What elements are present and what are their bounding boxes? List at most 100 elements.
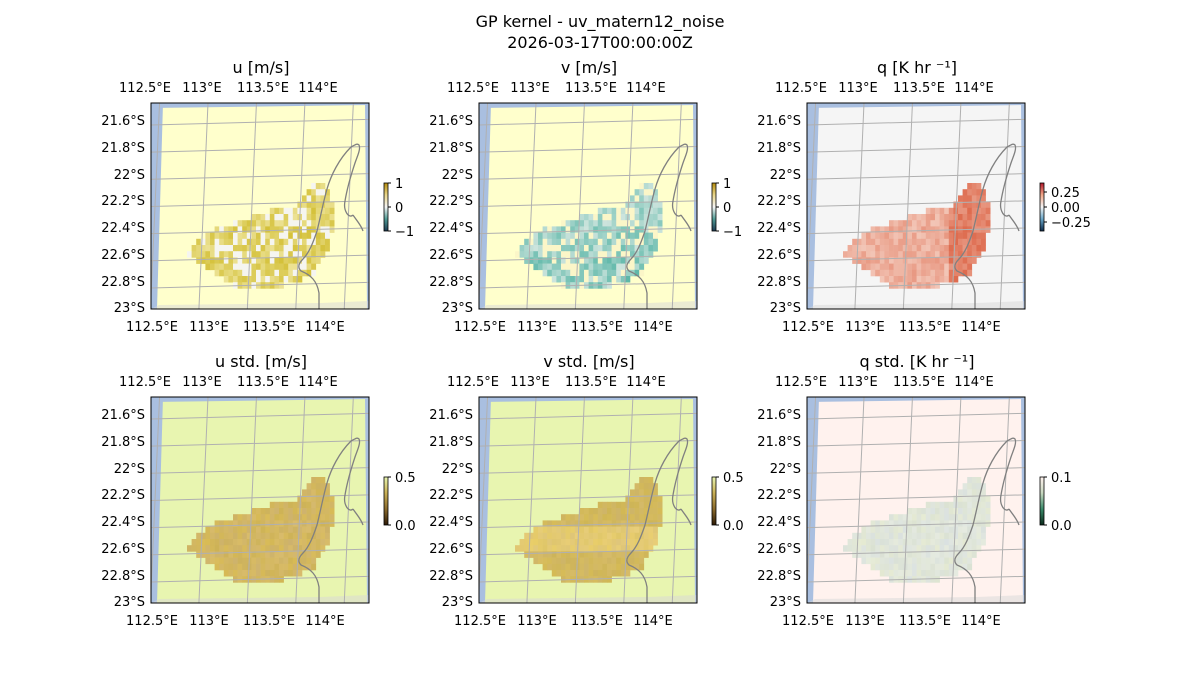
heatmap-cell xyxy=(889,526,894,534)
x-tick-label-top: 113°E xyxy=(510,81,550,96)
heatmap-cell xyxy=(556,532,562,540)
heatmap-cell xyxy=(976,477,982,484)
heatmap-cell xyxy=(856,545,862,552)
heatmap-cell xyxy=(907,251,913,258)
heatmap-cell xyxy=(630,263,635,271)
heatmap-cell xyxy=(260,526,266,534)
heatmap-cell xyxy=(976,532,982,540)
heatmap-cell xyxy=(856,251,862,258)
heatmap-cell xyxy=(228,245,234,252)
heatmap-cell xyxy=(953,526,959,534)
heatmap-cell xyxy=(921,539,927,546)
heatmap-cell xyxy=(542,545,548,552)
heatmap-cell xyxy=(597,232,603,240)
heatmap-cell xyxy=(223,545,229,552)
heatmap-cell xyxy=(935,232,940,240)
heatmap-cell xyxy=(953,539,959,546)
parallel xyxy=(807,281,1025,289)
heatmap-cell xyxy=(584,214,589,221)
x-tick-label-top: 113.5°E xyxy=(237,81,289,96)
heatmap-cell xyxy=(565,526,571,534)
heatmap-cell xyxy=(196,539,202,546)
y-tick-label: 22.2°S xyxy=(757,194,801,209)
heatmap-cell xyxy=(242,245,248,252)
heatmap-cell xyxy=(925,276,931,283)
heatmap-cell xyxy=(925,570,931,577)
heatmap-cell xyxy=(210,245,215,252)
heatmap-cell xyxy=(634,263,640,271)
parallel xyxy=(479,439,697,447)
heatmap-cell xyxy=(228,532,234,540)
heatmap-cell xyxy=(593,238,599,246)
heatmap-cell xyxy=(643,232,649,240)
heatmap-cell xyxy=(898,514,904,521)
heatmap-cell xyxy=(584,557,589,565)
heatmap-cell xyxy=(948,563,954,571)
heatmap-cell xyxy=(251,269,257,277)
heatmap-cell xyxy=(639,557,645,565)
heatmap-cell xyxy=(607,226,612,233)
heatmap-cell xyxy=(542,532,548,540)
heatmap-cell xyxy=(861,251,867,258)
heatmap-cell xyxy=(237,269,243,277)
heatmap-cell xyxy=(274,207,280,215)
heatmap-cell xyxy=(616,269,622,277)
heatmap-cell xyxy=(875,545,881,552)
y-tick-label: 22.8°S xyxy=(101,275,145,290)
colorbar-tick-label: 0.1 xyxy=(1051,471,1072,486)
heatmap-cell xyxy=(879,526,885,534)
heatmap-cell xyxy=(948,545,954,552)
heatmap-cell xyxy=(912,570,917,577)
heatmap-cell xyxy=(884,551,890,558)
heatmap-cell xyxy=(292,545,298,552)
heatmap-cell xyxy=(279,214,284,221)
heatmap-cell xyxy=(958,545,963,552)
heatmap-cell xyxy=(570,276,576,283)
heatmap-cell xyxy=(625,263,631,271)
parallel xyxy=(479,281,697,289)
heatmap-cell xyxy=(524,238,530,246)
heatmap-cell xyxy=(921,269,927,277)
heatmap-cell xyxy=(953,276,959,283)
heatmap-cell xyxy=(962,214,968,221)
heatmap-cell xyxy=(935,207,940,215)
heatmap-cell xyxy=(547,245,553,252)
heatmap-cell xyxy=(653,238,658,246)
heatmap-cell xyxy=(611,276,617,283)
heatmap-cell xyxy=(916,251,922,258)
heatmap-cell xyxy=(574,520,580,527)
heatmap-cell xyxy=(269,232,275,240)
heatmap-cell xyxy=(292,269,298,277)
heatmap-cell xyxy=(639,532,645,540)
heatmap-cell xyxy=(556,263,562,271)
heatmap-cell xyxy=(274,501,280,509)
heatmap-cell xyxy=(205,257,211,264)
heatmap-cell xyxy=(898,238,904,246)
heatmap-cell xyxy=(602,501,608,509)
heatmap-cell xyxy=(223,263,229,271)
heatmap-cell xyxy=(607,570,612,577)
heatmap-cell xyxy=(593,539,599,546)
heatmap-cell xyxy=(269,501,275,509)
heatmap-cell xyxy=(288,232,294,240)
heatmap-cell xyxy=(588,551,594,558)
heatmap-cell xyxy=(196,545,202,552)
heatmap-cell xyxy=(616,501,622,509)
heatmap-cell xyxy=(639,245,645,252)
heatmap-cell xyxy=(625,563,631,571)
heatmap-cell xyxy=(962,557,968,565)
y-tick-label: 22.6°S xyxy=(429,542,473,557)
heatmap-cell xyxy=(593,276,599,283)
heatmap-cell xyxy=(893,532,899,540)
heatmap-cell xyxy=(648,477,654,484)
heatmap-cell xyxy=(639,508,645,515)
heatmap-cell xyxy=(630,257,635,264)
heatmap-cell xyxy=(551,269,557,277)
heatmap-cell xyxy=(879,557,885,565)
heatmap-cell xyxy=(889,269,894,277)
heatmap-cell xyxy=(884,539,890,546)
heatmap-cell xyxy=(948,263,954,271)
heatmap-cell xyxy=(643,545,649,552)
heatmap-cell xyxy=(561,557,566,565)
heatmap-cell xyxy=(976,220,982,227)
